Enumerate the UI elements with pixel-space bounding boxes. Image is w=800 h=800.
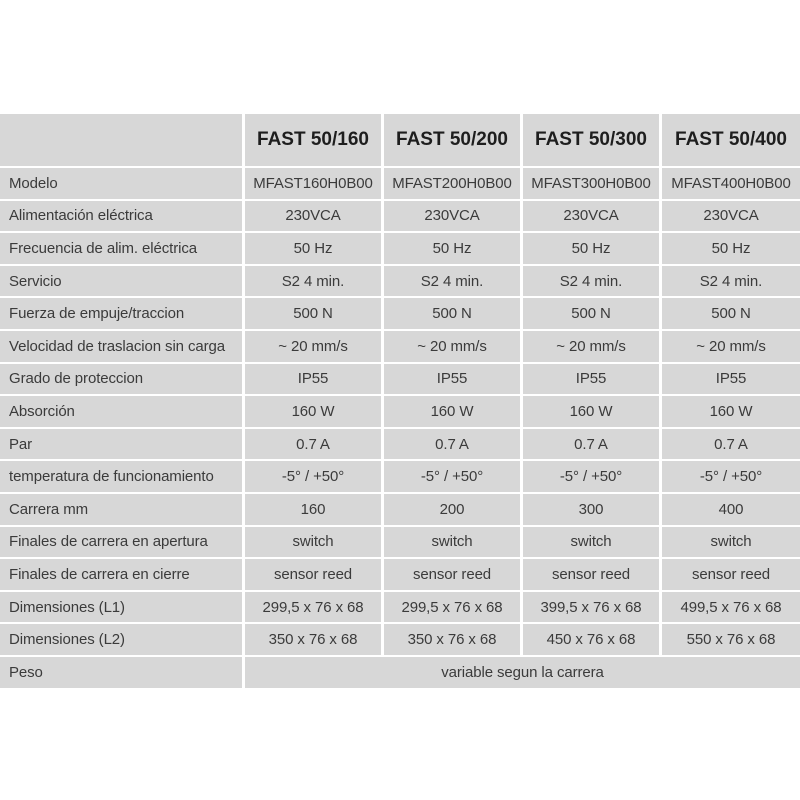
cell-value: 299,5 x 76 x 68 (384, 591, 520, 623)
column-header: FAST 50/160 (245, 114, 381, 166)
row-label: Finales de carrera en apertura (0, 526, 242, 558)
column-header: FAST 50/300 (523, 114, 659, 166)
cell-value: S2 4 min. (245, 265, 381, 297)
cell-value: 350 x 76 x 68 (245, 624, 381, 655)
cell-value: 450 x 76 x 68 (523, 624, 659, 655)
cell-value: sensor reed (245, 559, 381, 590)
cell-value: sensor reed (662, 559, 800, 590)
cell-value: S2 4 min. (662, 265, 800, 297)
cell-value: -5° / +50° (384, 461, 520, 492)
row-label: Fuerza de empuje/traccion (0, 298, 242, 329)
cell-value: 160 W (662, 396, 800, 427)
cell-value: 350 x 76 x 68 (384, 624, 520, 655)
cell-value: -5° / +50° (245, 461, 381, 492)
cell-value: S2 4 min. (384, 265, 520, 297)
cell-value: switch (384, 526, 520, 558)
cell-value: 230VCA (523, 200, 659, 232)
cell-value: 50 Hz (662, 233, 800, 264)
cell-value: 160 W (384, 396, 520, 427)
cell-value: ~ 20 mm/s (245, 330, 381, 362)
cell-value: IP55 (662, 363, 800, 395)
cell-value: 230VCA (245, 200, 381, 232)
cell-value: 300 (523, 493, 659, 525)
cell-value: 230VCA (662, 200, 800, 232)
cell-value: 0.7 A (245, 428, 381, 460)
row-label: Dimensiones (L2) (0, 624, 242, 655)
row-label: Alimentación eléctrica (0, 200, 242, 232)
cell-value: 160 W (245, 396, 381, 427)
row-label: Servicio (0, 265, 242, 297)
cell-value: sensor reed (523, 559, 659, 590)
cell-value: sensor reed (384, 559, 520, 590)
cell-value: switch (662, 526, 800, 558)
row-label: Velocidad de traslacion sin carga (0, 330, 242, 362)
cell-value: 230VCA (384, 200, 520, 232)
row-label: Dimensiones (L1) (0, 591, 242, 623)
merged-cell-value: variable segun la carrera (245, 656, 800, 688)
cell-value: IP55 (245, 363, 381, 395)
cell-value: IP55 (384, 363, 520, 395)
cell-value: ~ 20 mm/s (523, 330, 659, 362)
cell-value: 50 Hz (245, 233, 381, 264)
cell-value: 500 N (662, 298, 800, 329)
row-label: Modelo (0, 168, 242, 199)
cell-value: switch (523, 526, 659, 558)
cell-value: IP55 (523, 363, 659, 395)
spec-table: FAST 50/160 FAST 50/200 FAST 50/300 FAST 50… (0, 114, 800, 688)
row-label: Grado de proteccion (0, 363, 242, 395)
cell-value: ~ 20 mm/s (384, 330, 520, 362)
row-label: Frecuencia de alim. eléctrica (0, 233, 242, 264)
cell-value: 299,5 x 76 x 68 (245, 591, 381, 623)
cell-value: 500 N (523, 298, 659, 329)
cell-value: MFAST160H0B00 (245, 168, 381, 199)
cell-value: 550 x 76 x 68 (662, 624, 800, 655)
cell-value: ~ 20 mm/s (662, 330, 800, 362)
row-label: Peso (0, 656, 242, 688)
cell-value: MFAST300H0B00 (523, 168, 659, 199)
row-label: Finales de carrera en cierre (0, 559, 242, 590)
cell-value: -5° / +50° (662, 461, 800, 492)
cell-value: 400 (662, 493, 800, 525)
row-label: Par (0, 428, 242, 460)
column-header: FAST 50/200 (384, 114, 520, 166)
row-label: temperatura de funcionamiento (0, 461, 242, 492)
table-corner-cell (0, 114, 242, 166)
row-label: Absorción (0, 396, 242, 427)
cell-value: 500 N (245, 298, 381, 329)
cell-value: MFAST400H0B00 (662, 168, 800, 199)
cell-value: 0.7 A (384, 428, 520, 460)
row-label: Carrera mm (0, 493, 242, 525)
cell-value: 160 (245, 493, 381, 525)
cell-value: S2 4 min. (523, 265, 659, 297)
cell-value: 0.7 A (662, 428, 800, 460)
cell-value: MFAST200H0B00 (384, 168, 520, 199)
cell-value: 50 Hz (523, 233, 659, 264)
cell-value: 399,5 x 76 x 68 (523, 591, 659, 623)
cell-value: 160 W (523, 396, 659, 427)
cell-value: 499,5 x 76 x 68 (662, 591, 800, 623)
cell-value: 0.7 A (523, 428, 659, 460)
column-header: FAST 50/400 (662, 114, 800, 166)
cell-value: 200 (384, 493, 520, 525)
cell-value: -5° / +50° (523, 461, 659, 492)
cell-value: 500 N (384, 298, 520, 329)
cell-value: 50 Hz (384, 233, 520, 264)
cell-value: switch (245, 526, 381, 558)
